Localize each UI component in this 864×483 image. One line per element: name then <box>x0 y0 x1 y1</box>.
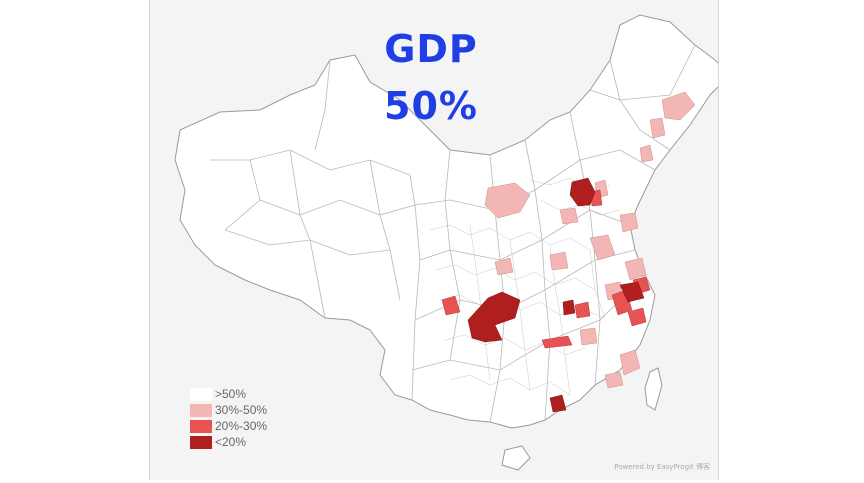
regions-30-50 <box>484 91 696 389</box>
legend-item: <20% <box>190 434 267 450</box>
map-title-line2: 50% <box>384 84 478 128</box>
legend-label: <20% <box>215 435 247 449</box>
hainan-island <box>501 445 531 471</box>
legend-item: 30%-50% <box>190 402 267 418</box>
legend-swatch <box>190 403 212 417</box>
map-panel: GDP 50% >50% 30%-50% 20%-30% <20% Powere… <box>149 0 719 480</box>
legend-label: 30%-50% <box>215 403 268 417</box>
legend-swatch <box>190 419 212 433</box>
china-choropleth-map <box>174 14 718 471</box>
legend: >50% 30%-50% 20%-30% <20% <box>190 386 267 450</box>
legend-item: 20%-30% <box>190 418 267 434</box>
regions-below-20 <box>467 177 645 413</box>
attribution-footer: Powered by EasyProgit 博客 <box>614 463 710 471</box>
legend-item: >50% <box>190 386 267 402</box>
legend-swatch <box>190 387 212 401</box>
province-borders <box>210 44 696 423</box>
legend-swatch <box>190 435 212 449</box>
legend-label: >50% <box>215 387 247 401</box>
legend-label: 20%-30% <box>215 419 268 433</box>
china-outline <box>174 14 718 429</box>
taiwan-island <box>644 367 663 411</box>
map-title-line1: GDP <box>384 27 478 71</box>
